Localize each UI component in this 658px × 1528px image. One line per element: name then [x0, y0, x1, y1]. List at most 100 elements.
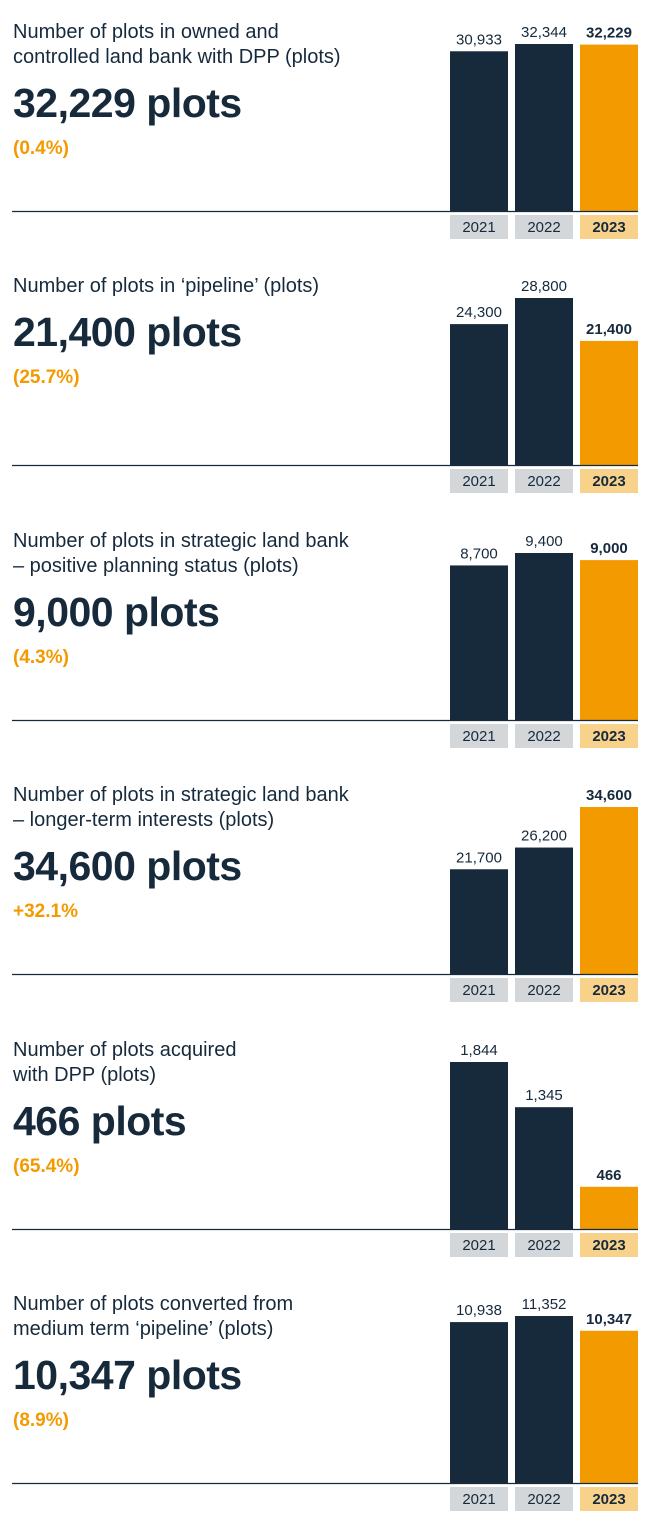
change-percentage: +32.1%	[13, 901, 78, 922]
bar-2023	[580, 560, 638, 720]
bar-value-label: 9,400	[525, 533, 563, 550]
year-box	[515, 1487, 573, 1511]
year-label: 2021	[462, 1237, 495, 1254]
year-label: 2023	[592, 219, 625, 236]
bar-2021	[450, 869, 508, 974]
bar-chart: 30,933 2021 32,344 2022 32,229 2023	[12, 24, 638, 239]
bar-value-label: 21,400	[586, 321, 632, 338]
year-box	[450, 1487, 508, 1511]
bar-chart: 21,700 2021 26,200 2022 34,600 2023	[12, 787, 638, 1002]
panel-title: Number of plots acquired with DPP (plots)	[13, 1039, 237, 1086]
year-label: 2023	[592, 473, 625, 490]
change-percentage: (8.9%)	[13, 1410, 69, 1431]
headline-value: 21,400 plots	[13, 309, 242, 355]
bar-value-label: 26,200	[521, 828, 567, 845]
bar-2023	[580, 807, 638, 974]
year-label: 2023	[592, 1491, 625, 1508]
year-box	[450, 469, 508, 493]
bar-chart: 8,700 2021 9,400 2022 9,000 2023	[12, 533, 638, 748]
bar-chart: 10,938 2021 11,352 2022 10,347 2023	[12, 1296, 638, 1511]
change-percentage: (4.3%)	[13, 647, 69, 668]
headline-value: 9,000 plots	[13, 589, 220, 635]
bar-2022	[515, 44, 573, 211]
year-box	[580, 978, 638, 1002]
bar-2023	[580, 1186, 638, 1229]
bar-2023	[580, 1330, 638, 1483]
year-label: 2021	[462, 1491, 495, 1508]
year-box	[515, 215, 573, 239]
bar-value-label: 32,344	[521, 24, 567, 41]
bar-value-label: 9,000	[590, 540, 628, 557]
year-label: 2023	[592, 728, 625, 745]
year-label: 2022	[527, 219, 560, 236]
year-label: 2023	[592, 982, 625, 999]
bar-value-label: 1,345	[525, 1087, 563, 1104]
year-box	[580, 1487, 638, 1511]
year-box	[515, 1233, 573, 1257]
year-label: 2022	[527, 1237, 560, 1254]
year-label: 2022	[527, 728, 560, 745]
panel-title: Number of plots in ‘pipeline’ (plots)	[13, 275, 320, 297]
bar-value-label: 10,938	[456, 1302, 502, 1319]
year-box	[580, 1233, 638, 1257]
bar-value-label: 28,800	[521, 278, 567, 295]
year-label: 2022	[527, 982, 560, 999]
year-box	[450, 215, 508, 239]
bar-2022	[515, 1107, 573, 1229]
bar-2021	[450, 51, 508, 211]
year-box	[450, 978, 508, 1002]
bar-value-label: 466	[596, 1167, 621, 1184]
headline-value: 10,347 plots	[13, 1352, 242, 1398]
year-box	[515, 978, 573, 1002]
bar-value-label: 32,229	[586, 25, 632, 42]
change-percentage: (0.4%)	[13, 138, 69, 159]
bar-value-label: 8,700	[460, 545, 498, 562]
year-box	[580, 469, 638, 493]
change-percentage: (25.7%)	[13, 367, 80, 388]
bar-value-label: 24,300	[456, 304, 502, 321]
year-label: 2023	[592, 1237, 625, 1254]
year-box	[515, 724, 573, 748]
year-box	[450, 1233, 508, 1257]
bar-2023	[580, 44, 638, 211]
kpi-panel: Number of plots in strategic land bank – …	[0, 763, 658, 1017]
bar-2021	[450, 1062, 508, 1229]
headline-value: 34,600 plots	[13, 843, 242, 889]
kpi-panel: Number of plots in owned and controlled l…	[0, 0, 658, 254]
year-label: 2022	[527, 1491, 560, 1508]
bar-value-label: 34,600	[586, 787, 632, 804]
bar-2022	[515, 298, 573, 465]
bar-2022	[515, 553, 573, 720]
headline-value: 466 plots	[13, 1098, 187, 1144]
kpi-panel: Number of plots converted from medium ter…	[0, 1272, 658, 1526]
bar-value-label: 10,347	[586, 1311, 632, 1328]
bar-value-label: 1,844	[460, 1042, 498, 1059]
kpi-panel: Number of plots in strategic land bank – …	[0, 509, 658, 763]
bar-value-label: 21,700	[456, 849, 502, 866]
change-percentage: (65.4%)	[13, 1156, 80, 1177]
bar-2022	[515, 847, 573, 974]
bar-2021	[450, 565, 508, 720]
year-label: 2021	[462, 473, 495, 490]
kpi-panel: Number of plots in ‘pipeline’ (plots) 21,…	[0, 254, 658, 508]
panel-title: Number of plots in owned and controlled l…	[13, 21, 341, 68]
bar-chart: 1,844 2021 1,345 2022 466 2023	[12, 1042, 638, 1257]
panel-title: Number of plots in strategic land bank – …	[13, 784, 349, 831]
headline-value: 32,229 plots	[13, 80, 242, 126]
panel-title: Number of plots converted from medium ter…	[13, 1293, 294, 1340]
year-box	[450, 724, 508, 748]
bar-chart: 24,300 2021 28,800 2022 21,400 2023	[12, 278, 638, 493]
bar-2023	[580, 340, 638, 465]
year-label: 2022	[527, 473, 560, 490]
year-box	[580, 215, 638, 239]
bar-2022	[515, 1316, 573, 1483]
bar-value-label: 11,352	[522, 1296, 567, 1313]
bar-value-label: 30,933	[456, 31, 502, 48]
kpi-panel: Number of plots acquired with DPP (plots)…	[0, 1018, 658, 1272]
year-label: 2021	[462, 728, 495, 745]
year-box	[580, 724, 638, 748]
year-label: 2021	[462, 219, 495, 236]
bar-2021	[450, 324, 508, 465]
year-label: 2021	[462, 982, 495, 999]
panel-title: Number of plots in strategic land bank – …	[13, 530, 349, 577]
